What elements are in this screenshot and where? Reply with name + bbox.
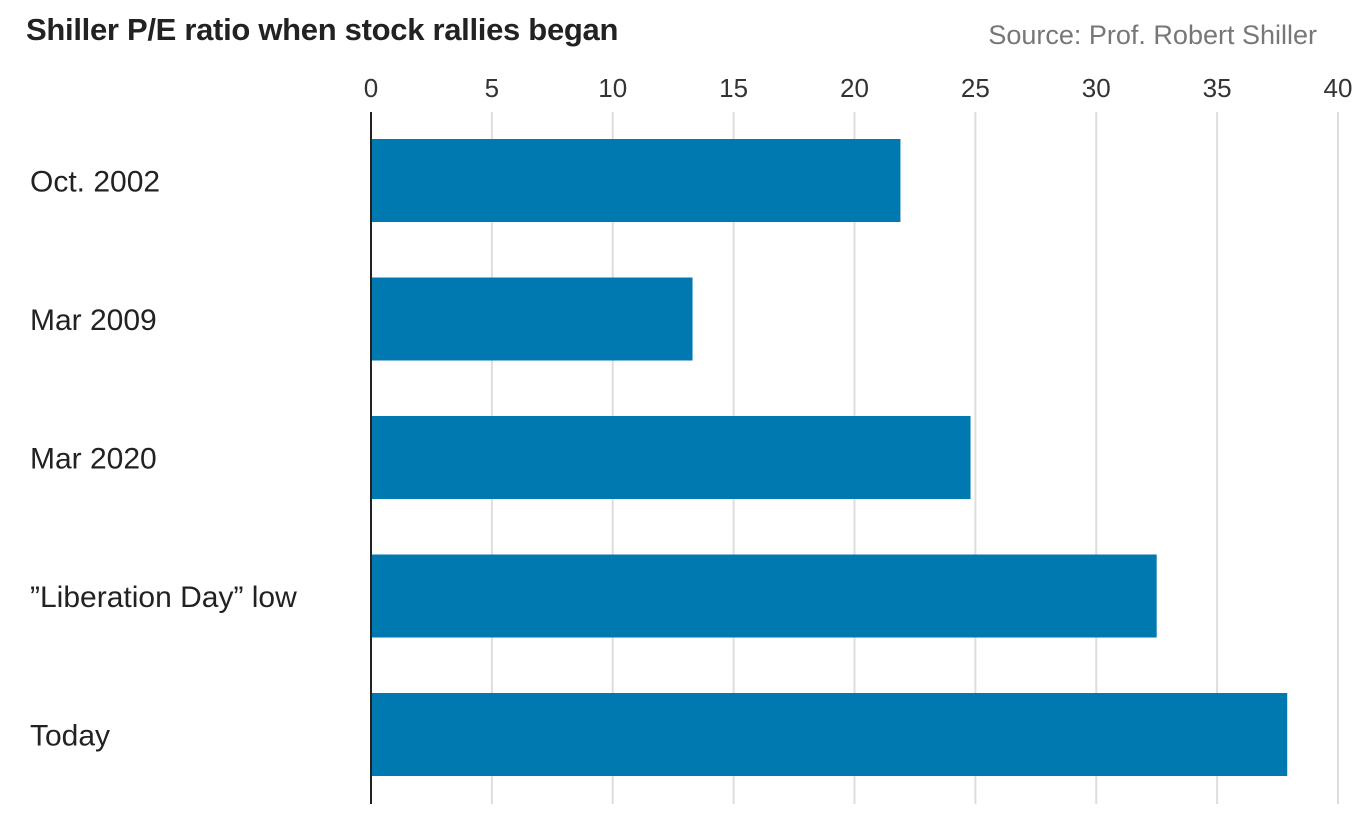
x-tick-label: 15 xyxy=(719,73,748,103)
x-tick-label: 5 xyxy=(485,73,499,103)
category-label: Mar 2020 xyxy=(30,443,157,476)
bar xyxy=(371,416,971,499)
bars xyxy=(371,139,1288,776)
category-label: Mar 2009 xyxy=(30,304,157,337)
x-tick-label: 20 xyxy=(840,73,869,103)
bar xyxy=(371,693,1288,776)
category-label: Today xyxy=(30,720,110,753)
bar xyxy=(371,139,901,222)
x-tick-label: 40 xyxy=(1324,73,1353,103)
chart-source: Source: Prof. Robert Shiller xyxy=(988,20,1317,50)
x-tick-label: 30 xyxy=(1082,73,1111,103)
x-tick-label: 35 xyxy=(1203,73,1232,103)
x-tick-labels: 0 5 10 15 20 25 30 35 40 xyxy=(364,73,1353,103)
bar xyxy=(371,277,693,361)
category-label: Oct. 2002 xyxy=(30,166,160,199)
x-tick-label: 25 xyxy=(961,73,990,103)
bar xyxy=(371,554,1157,638)
category-label: ”Liberation Day” low xyxy=(30,581,297,614)
chart-title: Shiller P/E ratio when stock rallies beg… xyxy=(26,12,619,47)
x-tick-label: 0 xyxy=(364,73,378,103)
category-labels: Oct. 2002 Mar 2009 Mar 2020 ”Liberation Day… xyxy=(30,166,297,753)
x-tick-label: 10 xyxy=(598,73,627,103)
